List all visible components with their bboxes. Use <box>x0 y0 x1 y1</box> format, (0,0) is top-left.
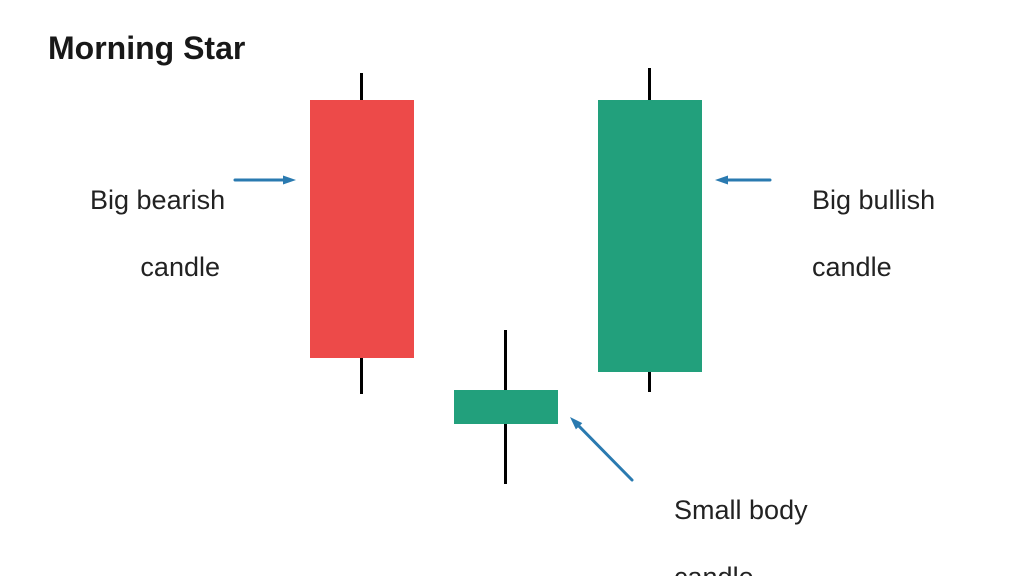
diagram-title: Morning Star <box>48 30 245 67</box>
small-label: Small body candle <box>644 460 844 576</box>
small-wick-top <box>504 330 507 390</box>
diagram-canvas: Morning Star Big bearish candle Big bull… <box>0 0 1024 576</box>
bearish-wick-bottom <box>360 358 363 394</box>
bearish-arrow-icon <box>221 166 310 194</box>
small-wick-bottom <box>504 424 507 484</box>
bearish-label-line2: candle <box>140 252 220 282</box>
bullish-label: Big bullish candle <box>782 150 982 319</box>
bearish-label: Big bearish candle <box>60 150 220 319</box>
bullish-label-line1: Big bullish <box>812 185 935 215</box>
small-label-line1: Small body <box>674 495 808 525</box>
small-label-line2: candle <box>674 562 754 576</box>
small-arrow-icon <box>556 403 646 494</box>
small-candle-body <box>454 390 558 424</box>
bullish-label-line2: candle <box>812 252 892 282</box>
bearish-wick-top <box>360 73 363 100</box>
bullish-wick-bottom <box>648 372 651 392</box>
bearish-label-line1: Big bearish <box>90 185 225 215</box>
bearish-candle-body <box>310 100 414 358</box>
bullish-arrow-icon <box>701 166 784 194</box>
bullish-candle-body <box>598 100 702 372</box>
bullish-wick-top <box>648 68 651 100</box>
